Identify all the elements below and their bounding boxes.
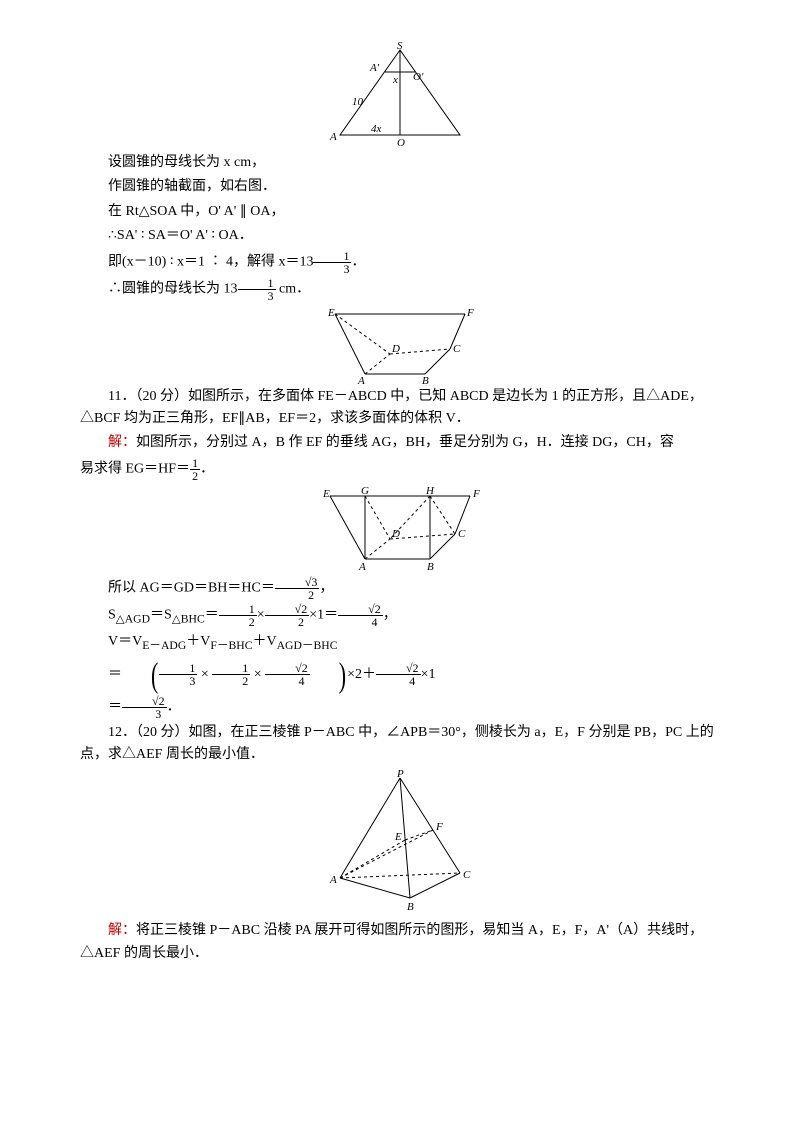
figure-poly1: E F C B A D [80,304,720,384]
svg-text:E: E [322,488,330,500]
calc-l2: S△AGD＝S△BHC＝12×√22×1＝√24， [80,603,720,629]
pyramid-svg: P A B C E F [315,768,485,918]
intro-l5: 即(x－10) ∶ x＝1 ∶ 4，解得 x＝1313． [80,250,720,275]
p11-question: 11．（20 分）如图所示，在多面体 FE－ABCD 中，已知 ABCD 是边长… [80,386,720,431]
p12-question: 12．（20 分）如图，在正三棱锥 P－ABC 中，∠APB＝30°，侧棱长为 … [80,722,720,767]
intro-l6a: ∴圆锥的母线长为 13 [108,281,238,296]
poly2-svg: E G H F C B A D [305,484,495,574]
svg-text:A: A [357,375,365,384]
svg-text:B: B [407,901,414,913]
intro-l6b: cm． [276,281,311,296]
svg-text:C: C [463,869,471,881]
lbl-x: x [392,74,398,86]
calc-l4: ＝(13 × 12 × √24)×2＋√24×1 [80,657,720,692]
lbl-10: 10 [352,96,364,108]
svg-text:A: A [329,874,337,886]
cone-svg: S A' x O' 10 A 4x O [315,40,485,150]
intro-l1: 设圆锥的母线长为 x cm， [80,152,720,174]
figure-cone: S A' x O' 10 A 4x O [80,40,720,150]
svg-text:A: A [358,561,366,573]
frac-1-2a: 12 [190,457,200,482]
sol-label-12: 解： [108,923,136,938]
lbl-S: S [397,40,403,52]
frac-1-3a: 13 [313,250,351,275]
p11-sol-a: 如图所示，分别过 A，B 作 EF 的垂线 AG，BH，垂足分别为 G，H．连接… [136,435,674,450]
intro-l4: ∴SA' ∶ SA＝O' A' ∶ OA． [80,225,720,247]
svg-text:E: E [394,831,402,843]
p11-sol-b: 易求得 EG＝HF＝ [80,461,190,476]
frac-sqrt3-2: √32 [275,576,320,601]
svg-text:E: E [327,307,335,319]
poly1-svg: E F C B A D [310,304,490,384]
svg-text:F: F [466,307,474,319]
svg-text:P: P [396,768,404,780]
svg-text:D: D [391,343,400,355]
lbl-O: O [397,137,405,149]
svg-text:C: C [458,528,466,540]
figure-pyramid: P A B C E F [80,768,720,918]
calc-l1: 所以 AG＝GD＝BH＝HC＝√32， [80,576,720,601]
p12-sol-text: 将正三棱锥 P－ABC 沿棱 PA 展开可得如图所示的图形，易知当 A，E，F，… [80,923,703,960]
p11-solution-1: 解：如图所示，分别过 A，B 作 EF 的垂线 AG，BH，垂足分别为 G，H．… [80,432,720,454]
svg-text:B: B [422,375,429,384]
lbl-A: A [329,131,337,143]
figure-poly2: E G H F C B A D [80,484,720,574]
p12-solution: 解：将正三棱锥 P－ABC 沿棱 PA 展开可得如图所示的图形，易知当 A，E，… [80,920,720,965]
frac-1-3b: 13 [238,277,276,302]
intro-l5b: ． [351,254,365,269]
intro-l2: 作圆锥的轴截面，如右图． [80,176,720,198]
page: S A' x O' 10 A 4x O 设圆锥的母线长为 x cm， 作圆锥的轴… [0,0,800,1132]
calc-l3: V＝VE－ADG＋VF－BHC＋VAGD－BHC [80,631,720,655]
sol-label-11: 解： [108,435,136,450]
svg-text:F: F [472,488,480,500]
lbl-4x: 4x [371,123,382,135]
svg-text:D: D [391,528,400,540]
lbl-Oprime: O' [413,71,424,83]
svg-text:H: H [425,485,435,497]
calc-l5: ＝√23． [80,695,720,720]
p11-solution-2: 易求得 EG＝HF＝12． [80,457,720,482]
lbl-Aprime: A' [369,62,380,74]
svg-text:B: B [427,561,434,573]
svg-text:F: F [435,821,443,833]
intro-l5a: 即(x－10) ∶ x＝1 ∶ 4，解得 x＝13 [108,254,313,269]
intro-l6: ∴圆锥的母线长为 1313 cm． [80,277,720,302]
svg-text:C: C [453,343,461,355]
intro-l3: 在 Rt△SOA 中，O' A' ∥ OA， [80,201,720,223]
svg-text:G: G [361,485,369,497]
